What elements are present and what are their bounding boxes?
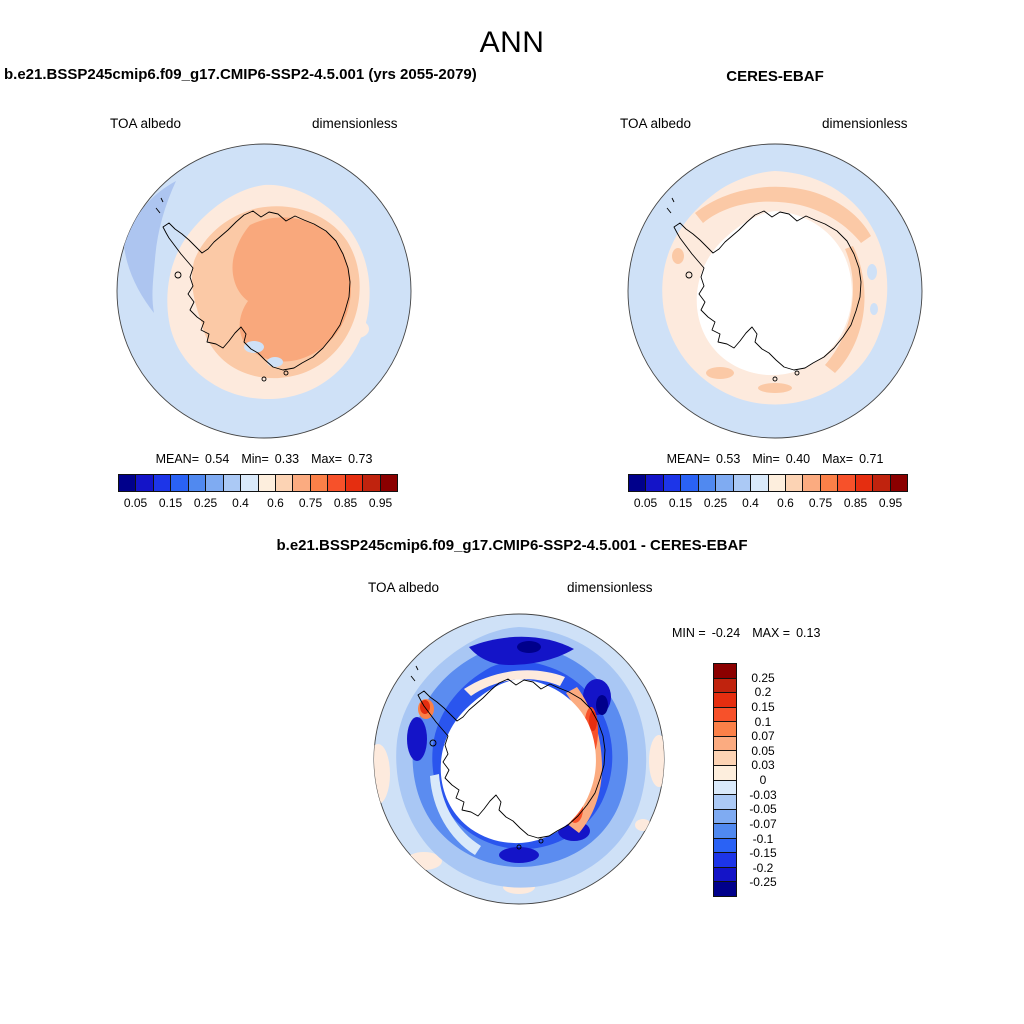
diff-max-value: 0.13: [796, 626, 821, 640]
diff-map-contours: [374, 627, 664, 894]
model-mean-value: 0.54: [205, 452, 230, 466]
obs-field-label: TOA albedo: [620, 116, 692, 131]
model-map: [116, 143, 412, 439]
diff-min-label: MIN =: [672, 626, 706, 640]
model-units-label: dimensionless: [312, 116, 398, 131]
obs-map-contours: [662, 171, 888, 405]
obs-map: [627, 143, 923, 439]
antarctica-coastline: [162, 210, 351, 371]
diff-stats: MIN = -0.24 MAX = 0.13: [672, 626, 820, 640]
diff-panel-title: b.e21.BSSP245cmip6.f09_g17.CMIP6-SSP2-4.…: [276, 537, 748, 554]
obs-max-value: 0.71: [859, 452, 884, 466]
diff-map: [373, 613, 665, 905]
model-stats: MEAN= 0.54 Min= 0.33 Max= 0.73: [114, 452, 414, 466]
diff-colorbar: [713, 663, 737, 897]
diff-max-label: MAX =: [752, 626, 791, 640]
obs-mean-label: MEAN=: [666, 452, 710, 466]
page-title: ANN: [479, 26, 545, 59]
obs-stats: MEAN= 0.53 Min= 0.40 Max= 0.71: [625, 452, 925, 466]
model-field-label: TOA albedo: [110, 116, 182, 131]
diff-min-value: -0.24: [711, 626, 741, 640]
model-min-value: 0.33: [274, 452, 300, 466]
model-map-contours: [124, 181, 370, 400]
model-min-label: Min=: [241, 452, 269, 466]
model-colorbar: [118, 474, 398, 492]
obs-min-label: Min=: [752, 452, 780, 466]
obs-max-label: Max=: [822, 452, 854, 466]
model-max-value: 0.73: [348, 452, 373, 466]
model-panel-title: b.e21.BSSP245cmip6.f09_g17.CMIP6-SSP2-4.…: [4, 66, 477, 83]
diff-units-label: dimensionless: [567, 580, 653, 595]
obs-mean-value: 0.53: [716, 452, 741, 466]
obs-min-value: 0.40: [785, 452, 811, 466]
diff-colorbar-ticks: 0.25 0.2 0.15 0.1 0.07 0.05 0.03 0 -0.03 -0.05 -0.…: [749, 670, 777, 890]
antarctica-coastline: [417, 678, 606, 839]
obs-units-label: dimensionless: [822, 116, 908, 131]
antarctica-coastline: [673, 210, 862, 371]
model-max-label: Max=: [311, 452, 343, 466]
obs-colorbar-ticks: 0.05 0.15 0.25 0.4 0.6 0.75 0.85 0.95: [633, 496, 903, 510]
obs-panel-title: CERES-EBAF: [726, 68, 824, 85]
model-mean-label: MEAN=: [155, 452, 199, 466]
diff-field-label: TOA albedo: [368, 580, 440, 595]
model-colorbar-ticks: 0.05 0.15 0.25 0.4 0.6 0.75 0.85 0.95: [123, 496, 393, 510]
obs-colorbar: [628, 474, 908, 492]
